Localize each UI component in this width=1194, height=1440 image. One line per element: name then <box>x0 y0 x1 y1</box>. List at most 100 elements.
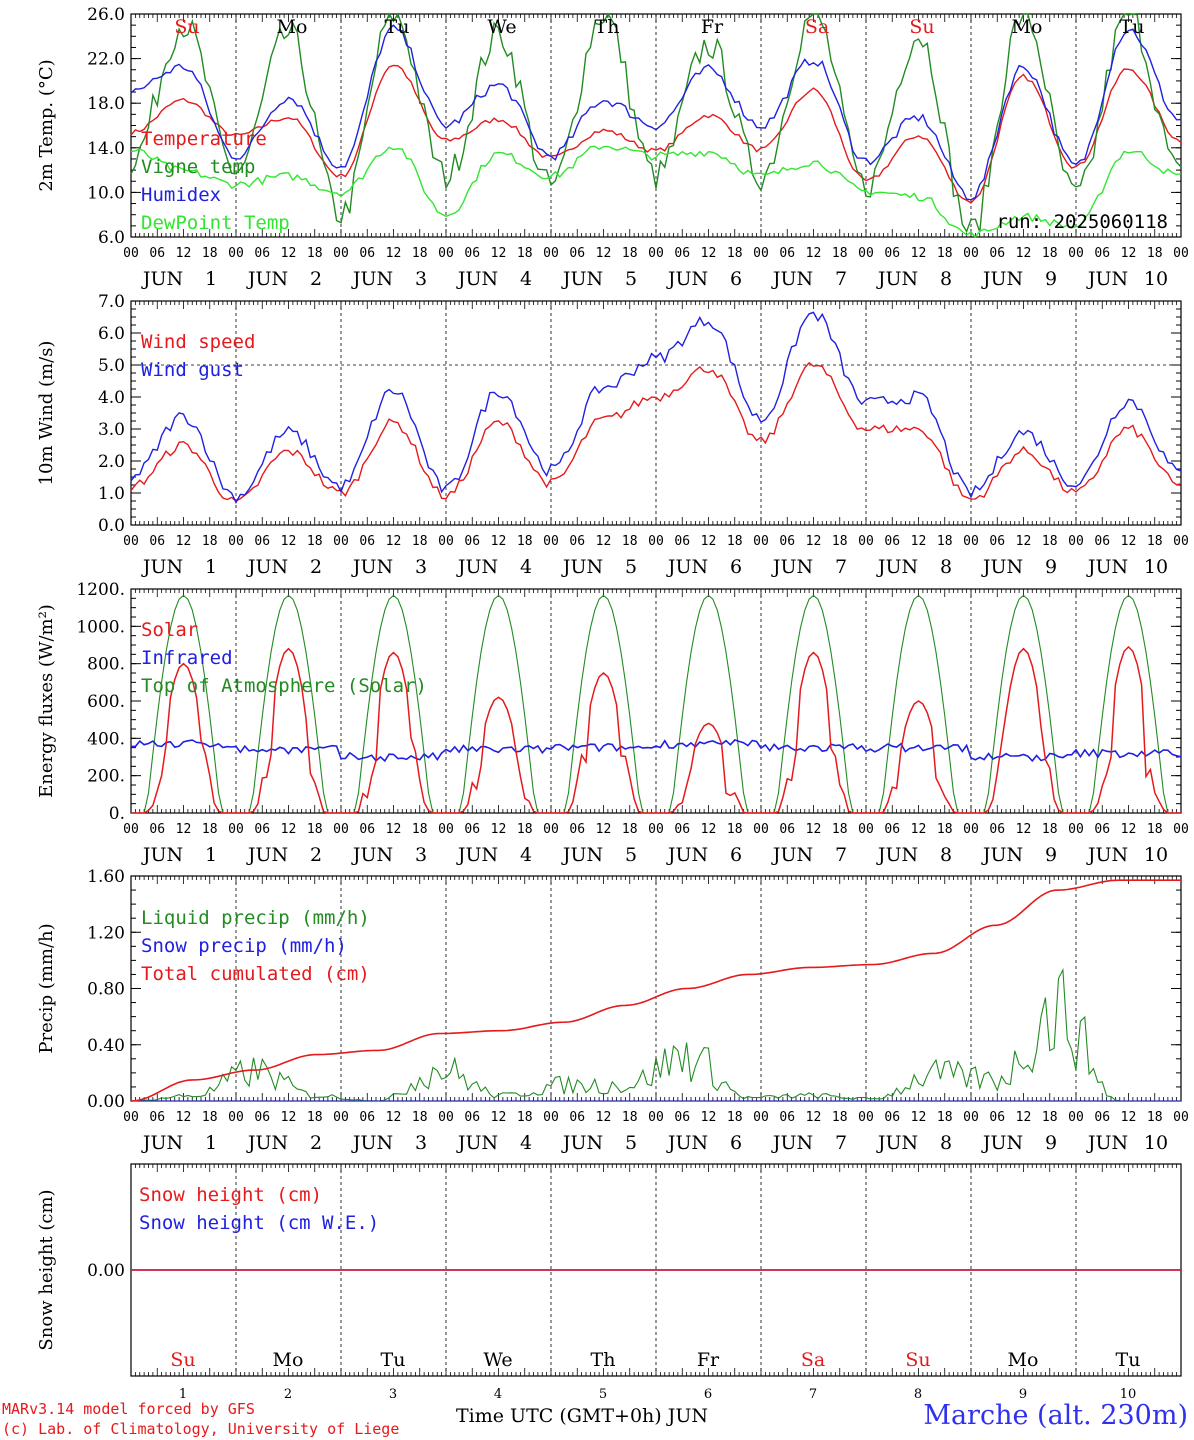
wind-panel-date-label: 1 <box>205 556 217 578</box>
precip-panel-hour-label: 18 <box>832 1110 848 1125</box>
precip-panel-hour-label: 00 <box>333 1110 349 1125</box>
temp-line-dewpoint-temp <box>130 145 1182 239</box>
energy-panel-hour-label: 06 <box>149 822 165 837</box>
energy-panel-month-label: JUN <box>561 844 603 866</box>
energy-panel-hour-label: 12 <box>176 822 192 837</box>
temperature-panel-hour-label: 00 <box>543 246 559 261</box>
energy-panel-date-label: 2 <box>310 844 322 866</box>
temperature-panel-hour-label: 06 <box>674 246 690 261</box>
time-axis-label: Time UTC (GMT+0h) JUN <box>456 1405 708 1427</box>
energy-panel-hour-label: 06 <box>569 822 585 837</box>
snow-date-label: 7 <box>809 1387 817 1402</box>
precip-line-liquid <box>130 967 1181 1102</box>
precip-panel-hour-label: 12 <box>281 1110 297 1125</box>
temperature-panel-hour-label: 18 <box>727 246 743 261</box>
temperature-panel-y-tick-label: 22.0 <box>87 50 125 70</box>
wind-panel-date-label: 8 <box>940 556 952 578</box>
temperature-panel-hour-label: 18 <box>202 246 218 261</box>
precip-panel-month-label: JUN <box>141 1132 183 1154</box>
run-annotation: run: 2025060118 <box>996 211 1168 233</box>
wind-panel-hour-label: 06 <box>359 534 375 549</box>
snow-date-label: 6 <box>704 1387 712 1402</box>
temperature-panel-hour-label: 06 <box>464 246 480 261</box>
precip-panel-month-label: JUN <box>351 1132 393 1154</box>
energy-line-solar <box>131 645 1181 814</box>
energy-panel-y-tick-label: 1000. <box>76 617 125 637</box>
precip-panel-legend-snow-precip-mm-h: Snow precip (mm/h) <box>141 935 347 957</box>
precip-panel-hour-label: 12 <box>1121 1110 1137 1125</box>
energy-panel-hour-label: 00 <box>648 822 664 837</box>
energy-panel-month-label: JUN <box>351 844 393 866</box>
snow-panel-y-axis-title: Snow height (cm) <box>36 1189 57 1350</box>
wind-panel-hour-label: 18 <box>202 534 218 549</box>
energy-panel-legend-top-of-atmosphere-solar: Top of Atmosphere (Solar) <box>141 675 427 697</box>
temperature-panel-date-label: 7 <box>835 268 847 290</box>
wind-panel-hour-label: 06 <box>674 534 690 549</box>
wind-line-wind-gust <box>130 311 1182 504</box>
precip-panel-hour-label: 00 <box>543 1110 559 1125</box>
temperature-panel-hour-label: 12 <box>281 246 297 261</box>
wind-panel-date-label: 7 <box>835 556 847 578</box>
energy-panel-hour-label: 12 <box>596 822 612 837</box>
precip-panel-y-tick-label: 0.40 <box>87 1036 125 1056</box>
temperature-panel-hour-label: 18 <box>937 246 953 261</box>
wind-panel-month-label: JUN <box>876 556 918 578</box>
precip-panel-hour-label: 06 <box>464 1110 480 1125</box>
energy-panel-hour-label: 12 <box>1016 822 1032 837</box>
snow-weekday-label: Mo <box>1008 1349 1039 1371</box>
temperature-panel-hour-label: 00 <box>648 246 664 261</box>
wind-panel-hour-label: 00 <box>438 534 454 549</box>
wind-panel-month-label: JUN <box>666 556 708 578</box>
energy-panel-date-label: 9 <box>1045 844 1057 866</box>
wind-panel-date-label: 10 <box>1144 556 1168 578</box>
temperature-panel-hour-label: 18 <box>307 246 323 261</box>
wind-panel-date-label: 3 <box>415 556 427 578</box>
energy-panel-hour-label: 06 <box>779 822 795 837</box>
wind-panel-hour-label: 18 <box>832 534 848 549</box>
energy-panel-y-tick-label: 400. <box>87 729 125 749</box>
energy-panel-date-label: 3 <box>415 844 427 866</box>
temperature-panel-hour-label: 06 <box>884 246 900 261</box>
temperature-panel-date-label: 1 <box>205 268 217 290</box>
energy-panel-month-label: JUN <box>771 844 813 866</box>
wind-panel-hour-label: 12 <box>281 534 297 549</box>
temperature-panel-date-label: 10 <box>1144 268 1168 290</box>
temperature-panel-month-label: JUN <box>666 268 708 290</box>
temperature-panel-y-tick-label: 14.0 <box>87 139 125 159</box>
wind-panel-legend-wind-gust: Wind gust <box>141 359 244 381</box>
energy-panel-hour-label: 12 <box>491 822 507 837</box>
temperature-panel-hour-label: 12 <box>806 246 822 261</box>
wind-panel-hour-label: 06 <box>149 534 165 549</box>
wind-panel-hour-label: 00 <box>648 534 664 549</box>
temperature-panel-hour-label: 00 <box>333 246 349 261</box>
energy-panel-hour-label: 06 <box>359 822 375 837</box>
precip-panel-hour-label: 00 <box>123 1110 139 1125</box>
energy-panel-hour-label: 00 <box>543 822 559 837</box>
temperature-panel-hour-label: 12 <box>386 246 402 261</box>
temp-weekday-label: Mo <box>277 16 308 38</box>
energy-panel-hour-label: 18 <box>412 822 428 837</box>
precip-panel-date-label: 5 <box>625 1132 637 1154</box>
energy-panel-date-label: 8 <box>940 844 952 866</box>
temp-weekday-label: Tu <box>1120 16 1145 38</box>
energy-panel-hour-label: 18 <box>622 822 638 837</box>
temperature-panel-month-label: JUN <box>141 268 183 290</box>
temperature-panel-month-label: JUN <box>456 268 498 290</box>
wind-panel-frame <box>130 300 1182 526</box>
model-credit: MARv3.14 model forced by GFS <box>2 1400 255 1418</box>
energy-panel-y-tick-label: 800. <box>87 655 125 675</box>
precip-panel-hour-label: 12 <box>596 1110 612 1125</box>
temperature-panel-hour-label: 12 <box>911 246 927 261</box>
energy-panel-y-tick-label: 600. <box>87 692 125 712</box>
wind-panel-y-tick-label: 1.0 <box>98 484 125 504</box>
temperature-panel-date-label: 2 <box>310 268 322 290</box>
temperature-panel-hour-label: 18 <box>517 246 533 261</box>
energy-panel-hour-label: 06 <box>884 822 900 837</box>
temp-line-vigne-temp <box>130 12 1182 234</box>
energy-panel-hour-label: 18 <box>202 822 218 837</box>
temperature-panel-hour-label: 00 <box>753 246 769 261</box>
temperature-panel-date-label: 9 <box>1045 268 1057 290</box>
precip-panel-hour-label: 06 <box>989 1110 1005 1125</box>
energy-panel-date-label: 7 <box>835 844 847 866</box>
temperature-panel-month-label: JUN <box>351 268 393 290</box>
